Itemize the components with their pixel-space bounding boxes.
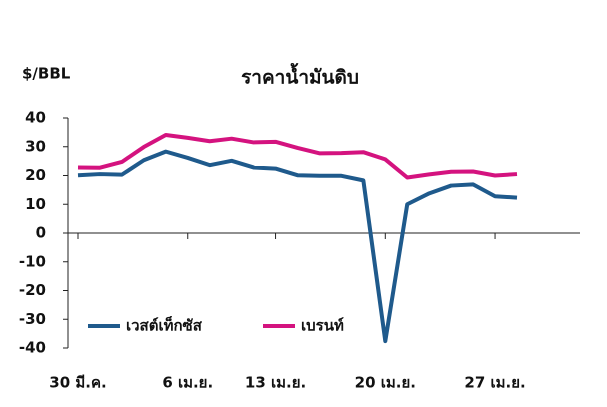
legend-label: เบรนท์ <box>301 317 344 335</box>
x-tick-label: 27 เม.ย. <box>464 374 525 392</box>
y-tick-label: -40 <box>19 339 46 357</box>
series-line <box>77 132 518 180</box>
legend-label: เวสต์เท็กซัส <box>126 316 203 335</box>
x-tick-label: 20 เม.ย. <box>355 374 416 392</box>
y-tick-label: 40 <box>25 109 46 127</box>
x-tick-label: 6 เม.ย. <box>162 374 213 392</box>
y-tick-label: -30 <box>19 310 46 328</box>
y-tick-label: 20 <box>25 166 46 184</box>
x-tick-label: 30 มี.ค. <box>49 374 106 392</box>
chart-title: ราคาน้ำมันดิบ <box>241 63 359 89</box>
series-line <box>77 149 518 344</box>
y-tick-label: 0 <box>36 224 46 242</box>
y-tick-label: 30 <box>25 137 46 155</box>
y-tick-label: -10 <box>19 252 46 270</box>
y-axis-label: $/BBL <box>22 65 71 83</box>
y-tick-label: 10 <box>25 195 46 213</box>
x-tick-label: 13 เม.ย. <box>245 374 306 392</box>
y-tick-label: -20 <box>19 281 46 299</box>
